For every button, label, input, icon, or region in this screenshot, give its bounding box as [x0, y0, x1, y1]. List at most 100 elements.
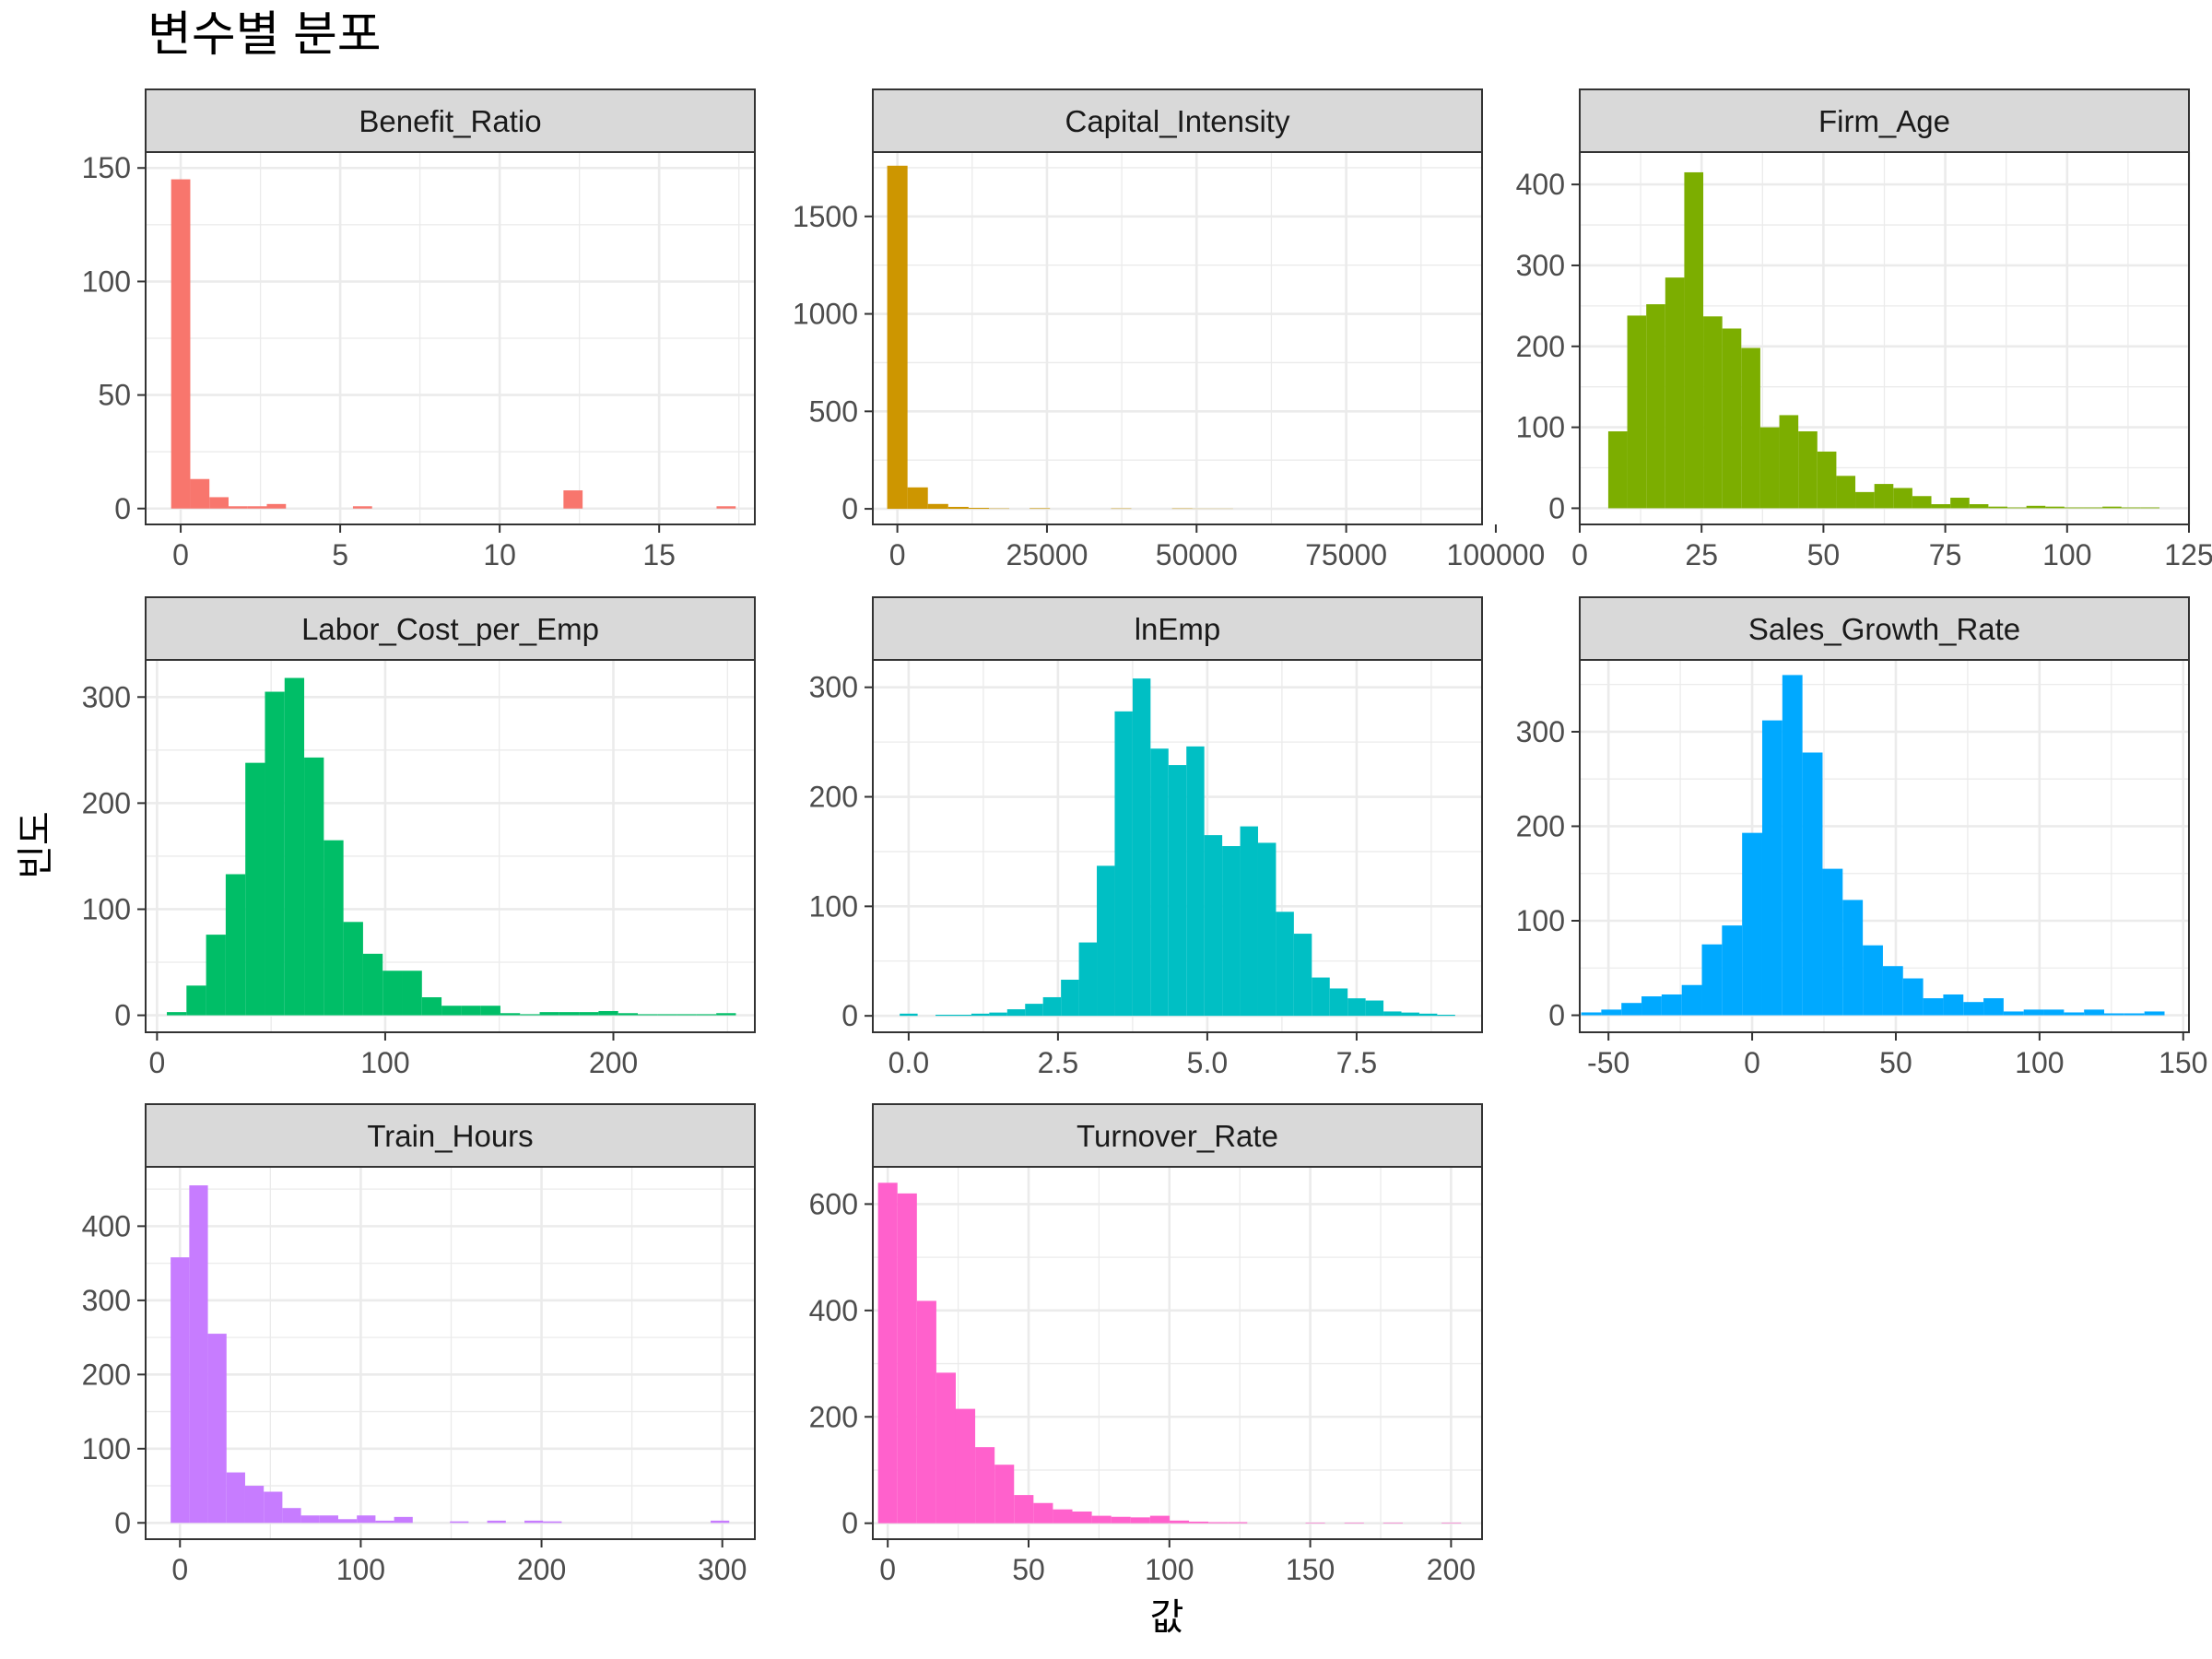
histogram-bar: [598, 1010, 618, 1016]
histogram-bar: [897, 1193, 917, 1524]
histogram-bar: [968, 508, 989, 510]
histogram-bar: [1006, 1009, 1026, 1017]
x-tick-label: 5.0: [1187, 1046, 1228, 1079]
facet-strip-label: Firm_Age: [1818, 104, 1950, 138]
histogram-bar: [1186, 746, 1205, 1017]
x-tick-label: 150: [2159, 1046, 2207, 1079]
x-tick-label: 0.0: [888, 1046, 929, 1079]
histogram-bar: [209, 497, 229, 509]
panel-border: [1579, 659, 2190, 1033]
histogram-bar: [887, 165, 908, 510]
y-tick-label: 50: [98, 379, 131, 412]
histogram-bar: [1150, 748, 1169, 1017]
histogram-bar: [994, 1465, 1015, 1524]
panel-background: [873, 152, 1482, 524]
panel-border: [872, 659, 1483, 1033]
histogram-bar: [2023, 1009, 2044, 1016]
y-tick-label: 300: [1516, 715, 1565, 748]
y-tick-label: 200: [1516, 809, 1565, 842]
histogram-bar: [226, 1472, 245, 1524]
y-tick-label: 400: [809, 1294, 858, 1327]
histogram-bar: [1665, 277, 1685, 509]
histogram-bar: [362, 953, 383, 1016]
histogram-bar: [989, 1012, 1007, 1017]
histogram-bar: [186, 985, 206, 1016]
histogram-bar: [228, 506, 248, 509]
y-tick-label: 0: [841, 492, 858, 525]
histogram-bar: [1969, 504, 1989, 509]
facet-strip: [145, 596, 756, 661]
histogram-bar: [1621, 1003, 1642, 1016]
histogram-bar: [1401, 1012, 1419, 1017]
histogram-bar: [1741, 347, 1760, 509]
histogram-bar: [375, 1520, 394, 1524]
histogram-bar: [1305, 1523, 1325, 1524]
histogram-bar: [171, 1257, 190, 1524]
histogram-bar: [1646, 304, 1665, 509]
histogram-bar: [1842, 900, 1864, 1016]
histogram-bar: [1061, 979, 1079, 1017]
histogram-bar: [927, 503, 948, 510]
histogram-bar: [207, 1334, 227, 1524]
histogram-bar: [2104, 1013, 2124, 1016]
panel-border: [145, 1166, 756, 1540]
x-tick-label: 75000: [1305, 538, 1387, 571]
histogram-bar: [1418, 1013, 1438, 1017]
histogram-bar: [480, 1006, 500, 1016]
histogram-bar: [1983, 998, 2004, 1016]
histogram-bar: [2144, 1011, 2165, 1016]
y-tick-label: 400: [82, 1209, 131, 1242]
histogram-bar: [1344, 1523, 1364, 1524]
y-tick-label: 100: [1516, 411, 1565, 444]
histogram-bar: [1722, 925, 1743, 1016]
histogram-bar: [1759, 427, 1780, 509]
histogram-bar: [1189, 1521, 1209, 1524]
histogram-bar: [539, 1012, 559, 1016]
x-tick-label: 10: [483, 538, 516, 571]
histogram-bar: [1761, 720, 1783, 1016]
histogram-bar: [716, 1013, 736, 1016]
histogram-bar: [2007, 507, 2027, 509]
x-tick-label: 200: [517, 1553, 566, 1586]
histogram-bar: [300, 1515, 320, 1524]
histogram-bar: [971, 1013, 990, 1017]
histogram-bar: [916, 1300, 936, 1524]
histogram-bar: [2045, 506, 2065, 509]
facet-strip-label: Turnover_Rate: [1077, 1119, 1278, 1153]
y-tick-label: 200: [1516, 330, 1565, 363]
facet-strip: [145, 88, 756, 153]
facet-strip: [872, 88, 1483, 153]
y-tick-label: 200: [82, 1358, 131, 1391]
histogram-bar: [1943, 994, 1964, 1016]
histogram-bar: [421, 997, 442, 1016]
histogram-bar: [264, 1491, 283, 1524]
histogram-bar: [265, 691, 285, 1016]
histogram-bar: [190, 478, 210, 509]
x-tick-label: 50: [1012, 1553, 1045, 1586]
x-tick-label: 7.5: [1336, 1046, 1377, 1079]
histogram-bar: [2124, 1013, 2145, 1016]
x-tick-label: 200: [1427, 1553, 1476, 1586]
histogram-bar: [319, 1515, 338, 1524]
panel-background: [146, 1167, 755, 1539]
histogram-bar: [1091, 1515, 1112, 1524]
x-tick-label: 100: [336, 1553, 385, 1586]
histogram-bar: [225, 874, 246, 1016]
facet-strip-label: Sales_Growth_Rate: [1748, 612, 2020, 646]
x-tick-label: 50000: [1156, 538, 1238, 571]
histogram-bar: [2026, 505, 2046, 509]
histogram-bar: [637, 1014, 658, 1016]
facet-strip-label: Capital_Intensity: [1065, 104, 1290, 138]
facet-panel: Capital_Intensity 0 25000 50000 75000 100000 0…: [793, 88, 1545, 571]
histogram-bar: [1222, 846, 1241, 1017]
x-tick-label: 200: [589, 1046, 638, 1079]
histogram-bar: [1681, 984, 1702, 1016]
facet-strip: [872, 1103, 1483, 1168]
histogram-bar: [1078, 942, 1098, 1017]
histogram-bar: [266, 503, 287, 509]
histogram-bar: [1365, 1000, 1384, 1017]
histogram-bar: [1923, 998, 1944, 1016]
histogram-bar: [2084, 1009, 2105, 1016]
histogram-bar: [1276, 912, 1294, 1017]
